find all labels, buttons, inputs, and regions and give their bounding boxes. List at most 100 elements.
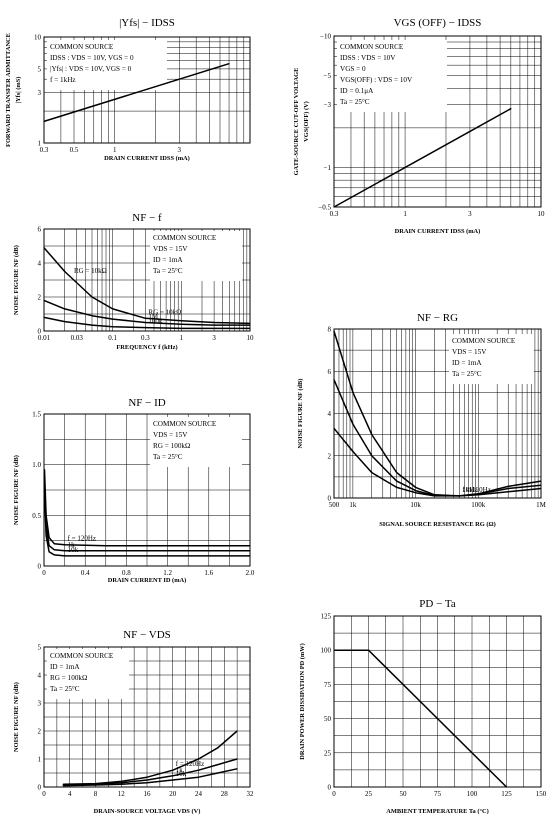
conditions-box (337, 40, 447, 112)
data-point (43, 479, 46, 481)
chart-nff: NF − f 0.01 0.03 0.1 0.3 1 3 10 0 2 4 6 FREQUENCY f … (13, 212, 254, 351)
data-point (540, 480, 542, 482)
series-label: 1kHz (462, 486, 477, 494)
data-point (371, 472, 373, 474)
data-point (53, 549, 55, 551)
data-point (396, 480, 398, 482)
x-tick-label: 100 (467, 790, 478, 798)
conditions-box (47, 40, 167, 90)
data-point (249, 550, 251, 552)
data-point (236, 768, 238, 770)
x-tick-label: 1 (403, 210, 407, 218)
y-tick-label: 0 (328, 784, 332, 792)
data-point (333, 379, 335, 381)
chart-title: PD − Ta (419, 598, 456, 610)
chart-title: NF − ID (128, 397, 165, 409)
x-tick-label: 0.5 (70, 146, 79, 154)
chart-title: NF − RG (417, 312, 458, 324)
data-point (217, 772, 219, 774)
condition-text: f = 1kHz (50, 76, 76, 84)
x-tick-label: 3 (178, 146, 182, 154)
data-point (213, 324, 215, 326)
condition-text: Ta = 25°C (153, 453, 183, 461)
series-line-2 (43, 489, 250, 557)
y-tick-label: 8 (328, 326, 332, 334)
y-tick-label: 0.5 (32, 512, 41, 520)
data-point (477, 494, 479, 496)
x-axis-label: DRAIN CURRENT IDSS (mA) (104, 155, 190, 162)
condition-text: ID = 1mA (50, 663, 80, 671)
data-point (352, 423, 354, 425)
x-axis-label: SIGNAL SOURCE RESISTANCE RG (Ω) (379, 521, 496, 528)
data-point (112, 308, 114, 310)
series-label: 1k (68, 541, 76, 549)
series-label: f = 120Hz (68, 535, 96, 543)
data-point (180, 327, 182, 330)
x-axis-label: DRAIN-SOURCE VOLTAGE VDS (V) (94, 808, 201, 815)
series-line-0 (333, 330, 542, 497)
y-tick-label: 5 (38, 65, 42, 73)
data-point (64, 550, 66, 552)
y-tick-label: 0 (38, 563, 42, 571)
data-point (367, 649, 370, 651)
data-point (249, 327, 251, 330)
x-tick-label: 125 (501, 790, 512, 798)
condition-text: IDSS : VDS = 10V (340, 54, 396, 62)
data-point (43, 489, 46, 491)
x-tick-label: 1k (349, 501, 357, 509)
y-tick-label: 50 (324, 715, 332, 723)
data-point (105, 555, 107, 557)
data-point (172, 769, 174, 771)
series-label: f = 120Hz (176, 760, 204, 768)
chart-pdta: PD − Ta 0 25 50 75 100 125 150 0 25 50 75 100 125 AMBI… (299, 598, 547, 815)
data-point (167, 545, 169, 547)
series-line-2 (43, 316, 250, 330)
y-tick-label: −1 (324, 164, 332, 172)
x-tick-label: 28 (221, 790, 229, 798)
data-point (540, 484, 542, 486)
y-tick-label: −10 (320, 33, 331, 41)
x-tick-label: 4 (68, 790, 72, 798)
data-point (249, 545, 251, 547)
conditions-box (449, 334, 534, 384)
x-tick-label: 20 (169, 790, 177, 798)
condition-text: COMMON SOURCE (452, 337, 516, 345)
x-tick-label: 0.1 (108, 334, 117, 342)
data-point (144, 317, 147, 319)
series-line-2 (333, 427, 542, 497)
series-line-0 (43, 62, 230, 123)
data-point (64, 321, 66, 323)
condition-text: COMMON SOURCE (50, 652, 114, 660)
series-label: 10k (462, 486, 473, 494)
y-tick-label: −3 (324, 101, 332, 109)
y-tick-label: 125 (321, 613, 332, 621)
condition-text: Ta = 25°C (340, 98, 370, 106)
condition-text: COMMON SOURCE (50, 43, 114, 51)
series-label: 100k (148, 318, 163, 326)
x-tick-label: 500 (329, 501, 340, 509)
y-axis-label: NOISE FIGURE NF (dB) (13, 455, 20, 525)
condition-text: |Yfs| : VDS = 10V, VGS = 0 (50, 65, 132, 73)
x-tick-label: 10k (410, 501, 421, 509)
y-tick-label: 1 (38, 756, 42, 764)
data-point (94, 784, 97, 786)
y-tick-label: 4 (38, 260, 42, 268)
condition-text: VDS = 15V (153, 431, 188, 439)
x-tick-label: 1M (536, 501, 547, 509)
plot-frame (43, 646, 251, 788)
data-point (510, 108, 512, 110)
y-tick-label: 4 (328, 410, 332, 418)
data-point (333, 649, 335, 651)
data-point (172, 779, 174, 781)
y-tick-label: −0.5 (318, 204, 331, 212)
data-point (105, 550, 107, 552)
y-axis-label: VGS(OFF) (V) (303, 101, 310, 142)
condition-text: VGS(OFF) : VDS = 10V (340, 76, 413, 84)
series-label: f = 120Hz (462, 486, 490, 494)
y-tick-label: 6 (38, 226, 42, 234)
data-point (48, 545, 50, 547)
x-tick-label: 32 (247, 790, 255, 798)
conditions-box (150, 417, 242, 467)
data-point (433, 495, 436, 497)
